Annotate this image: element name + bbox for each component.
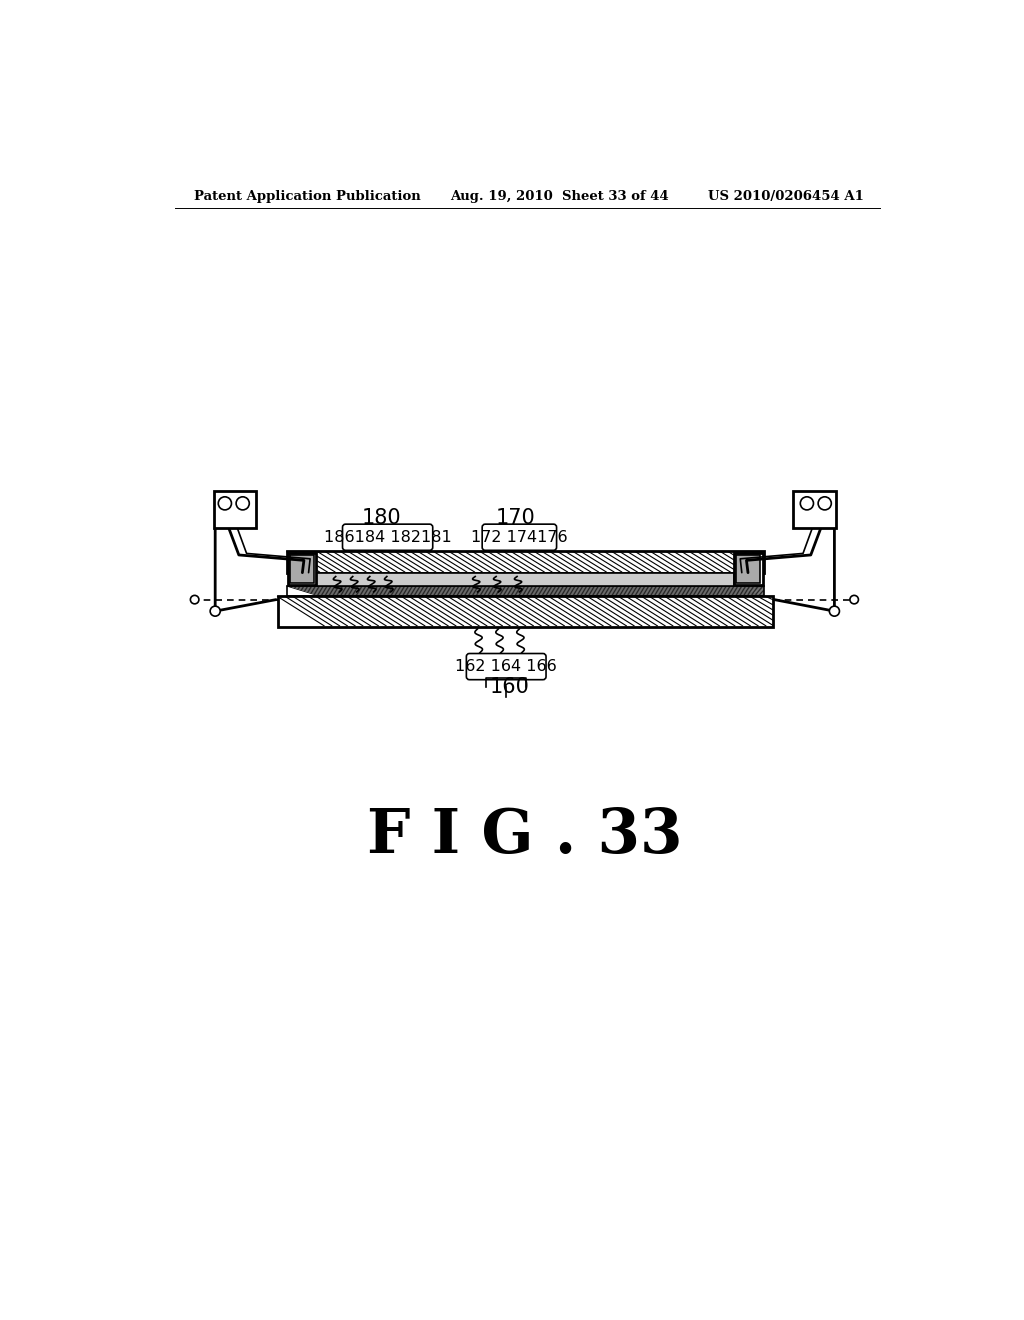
Circle shape [818, 496, 831, 510]
FancyBboxPatch shape [482, 524, 557, 550]
Polygon shape [794, 491, 836, 528]
Text: 172 174176: 172 174176 [471, 529, 567, 545]
Text: F I G . 33: F I G . 33 [367, 807, 683, 866]
Circle shape [210, 606, 220, 616]
Circle shape [801, 496, 813, 510]
Polygon shape [287, 586, 764, 595]
Text: 162 164 166: 162 164 166 [456, 659, 557, 675]
Polygon shape [316, 573, 734, 586]
Text: 160: 160 [490, 677, 530, 697]
Polygon shape [278, 595, 773, 627]
Text: 170: 170 [496, 508, 536, 528]
Circle shape [218, 496, 231, 510]
FancyBboxPatch shape [466, 653, 546, 680]
Text: US 2010/0206454 A1: US 2010/0206454 A1 [709, 190, 864, 203]
Circle shape [829, 606, 840, 616]
Polygon shape [288, 553, 316, 585]
Polygon shape [734, 553, 763, 585]
Circle shape [850, 595, 858, 603]
Circle shape [237, 496, 249, 510]
Polygon shape [290, 554, 314, 583]
Polygon shape [214, 491, 256, 528]
Polygon shape [287, 552, 764, 573]
Text: Patent Application Publication: Patent Application Publication [194, 190, 421, 203]
Text: 186184 182181: 186184 182181 [324, 529, 452, 545]
FancyBboxPatch shape [342, 524, 433, 550]
Text: Aug. 19, 2010  Sheet 33 of 44: Aug. 19, 2010 Sheet 33 of 44 [450, 190, 669, 203]
Polygon shape [736, 554, 761, 583]
Text: 180: 180 [361, 508, 401, 528]
Circle shape [190, 595, 199, 603]
